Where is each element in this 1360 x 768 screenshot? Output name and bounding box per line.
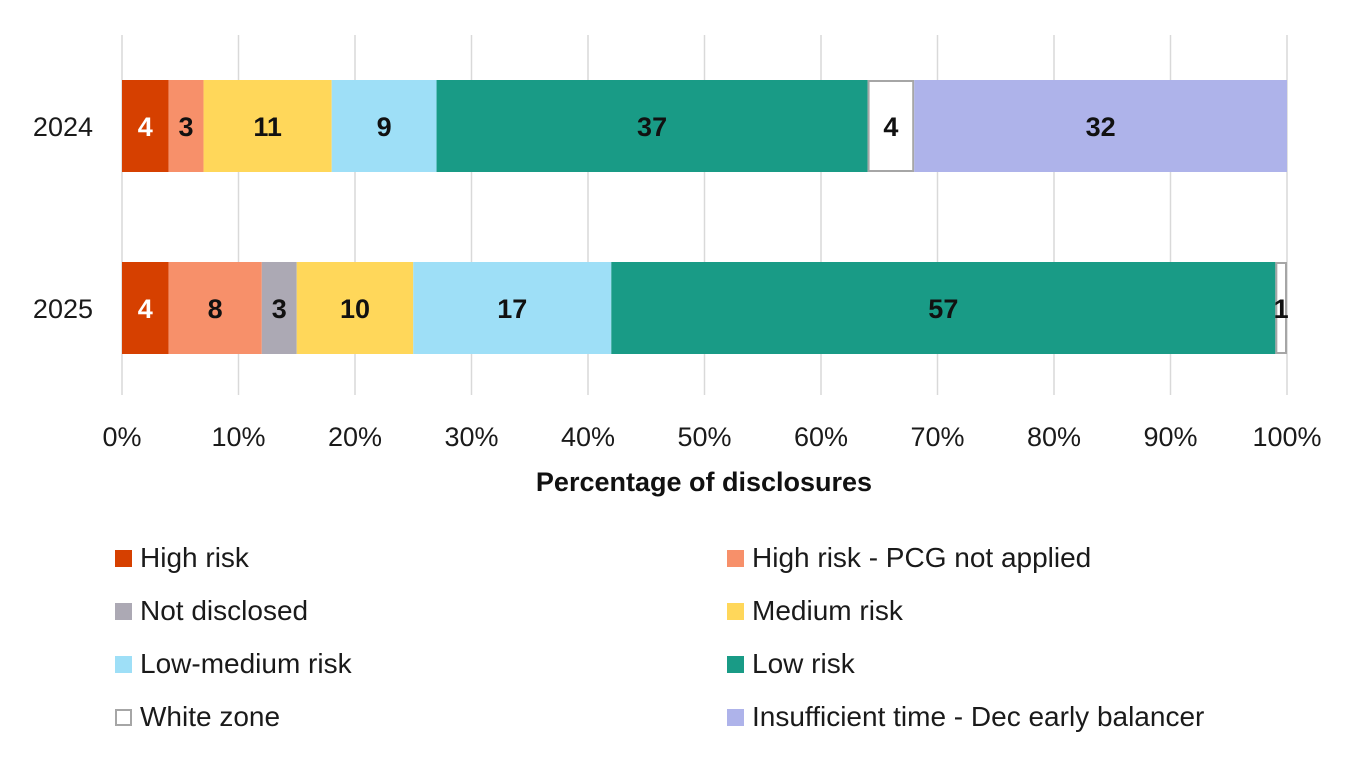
- legend-label: Low risk: [752, 648, 855, 679]
- x-axis-ticks: 0% 10% 20% 30% 40% 50% 60% 70% 80% 90% 100%: [102, 422, 1321, 452]
- data-label: 3: [272, 294, 287, 324]
- data-label: 4: [883, 112, 898, 142]
- legend-item: Not disclosed: [115, 593, 727, 629]
- bar-segment: [914, 80, 1287, 172]
- bar-segment: [168, 80, 204, 172]
- legend-swatch: [115, 708, 132, 726]
- legend-item: High risk: [115, 540, 727, 576]
- bar-segment: [261, 262, 297, 354]
- legend-item: Low-medium risk: [115, 646, 727, 682]
- legend-item: Insufficient time - Dec early balancer: [727, 699, 1339, 735]
- legend: High risk High risk - PCG not applied Not …: [115, 540, 1345, 735]
- legend-swatch: [115, 655, 132, 673]
- bar-segment: [122, 262, 169, 354]
- x-tick-label: 20%: [328, 422, 382, 452]
- data-label: 3: [179, 112, 194, 142]
- x-tick-label: 80%: [1027, 422, 1081, 452]
- legend-swatch: [115, 602, 132, 620]
- legend-label: High risk - PCG not applied: [752, 542, 1092, 573]
- x-tick-label: 10%: [211, 422, 265, 452]
- legend-swatch: [727, 708, 744, 726]
- bar-segment: [331, 80, 437, 172]
- data-label: 37: [637, 112, 667, 142]
- x-tick-label: 60%: [794, 422, 848, 452]
- legend-item: High risk - PCG not applied: [727, 540, 1339, 576]
- data-label: 1: [1274, 294, 1289, 324]
- bar-segment: [611, 262, 1276, 354]
- legend-item: Medium risk: [727, 593, 1339, 629]
- bar-segment: [436, 80, 868, 172]
- x-tick-label: 0%: [102, 422, 141, 452]
- legend-item: Low risk: [727, 646, 1339, 682]
- x-tick-label: 70%: [910, 422, 964, 452]
- x-tick-label: 40%: [561, 422, 615, 452]
- y-axis-labels: 2024 2025: [33, 112, 93, 324]
- bar-segment: [168, 262, 262, 354]
- data-label: 57: [928, 294, 958, 324]
- x-axis-label: Percentage of disclosures: [536, 467, 872, 497]
- data-label: 17: [497, 294, 527, 324]
- data-label: 4: [138, 112, 153, 142]
- data-label: 10: [340, 294, 370, 324]
- y-tick-label: 2024: [33, 112, 93, 142]
- legend-item: White zone: [115, 699, 727, 735]
- bars: 4 3 11 9 37 4 324 8 3 10 17 57 1: [122, 80, 1289, 354]
- legend-label: High risk: [140, 542, 249, 573]
- x-tick-label: 30%: [444, 422, 498, 452]
- x-tick-label: 90%: [1143, 422, 1197, 452]
- legend-swatch: [727, 549, 744, 567]
- data-label: 4: [138, 294, 153, 324]
- legend-swatch: [727, 655, 744, 673]
- bar-segment: [413, 262, 612, 354]
- x-tick-label: 50%: [677, 422, 731, 452]
- legend-label: Low-medium risk: [140, 648, 352, 679]
- data-label: 8: [208, 294, 223, 324]
- legend-label: Medium risk: [752, 595, 903, 626]
- data-label: 32: [1086, 112, 1116, 142]
- legend-label: Not disclosed: [140, 595, 309, 626]
- bar-segment: [203, 80, 332, 172]
- bar-segment: [122, 80, 169, 172]
- bar-segment: [296, 262, 414, 354]
- legend-swatch: [115, 549, 132, 567]
- x-tick-label: 100%: [1252, 422, 1321, 452]
- y-tick-label: 2025: [33, 294, 93, 324]
- legend-label: Insufficient time - Dec early balancer: [752, 701, 1205, 732]
- legend-swatch: [727, 602, 744, 620]
- data-label: 11: [253, 112, 282, 142]
- legend-label: White zone: [140, 701, 281, 732]
- bar-segment: [1275, 262, 1287, 354]
- bar-segment: [867, 80, 915, 172]
- data-label: 9: [377, 112, 392, 142]
